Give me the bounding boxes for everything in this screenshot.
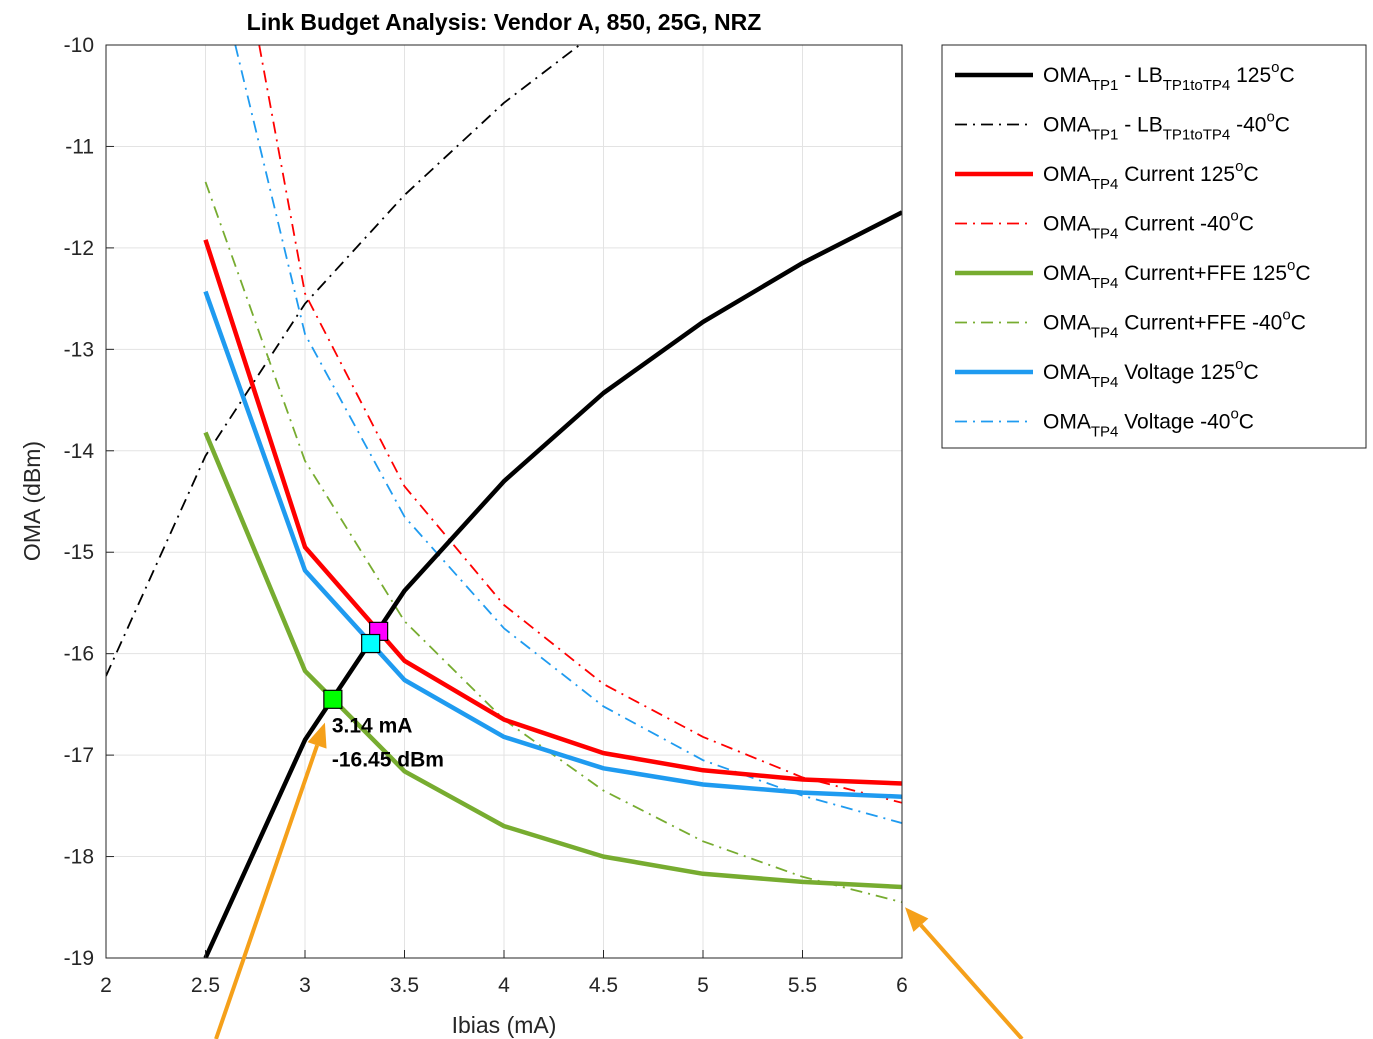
y-tick-label: -18 [64,846,94,869]
annotation-arrow-left-shaft [214,744,319,1039]
series-line-volt125 [203,290,902,799]
legend-item-curm40: OMATP4 Current -40oC [955,208,1254,243]
y-tick-label: -19 [64,947,94,970]
series-line-cur125 [203,239,902,786]
y-tick-label: -13 [64,338,94,361]
y-tick-label: -14 [64,440,95,463]
annotation-arrow-right-head [905,907,929,932]
legend-label: OMATP4 Voltage -40oC [1043,406,1254,441]
legend-item-ffem40: OMATP4 Current+FFE -40oC [955,307,1306,342]
legend-item-lb125: OMATP1 - LBTP1toTP4 125oC [955,59,1295,94]
x-tick-label: 3.5 [390,974,419,997]
annotation-arrow-left-head [307,722,327,749]
annotation-arrow-right [905,907,1024,1039]
legend-label: OMATP4 Current 125oC [1043,158,1259,193]
y-tick-label: -10 [64,34,94,57]
legend-box [941,44,1367,449]
legend-label: OMATP4 Current+FFE 125oC [1043,257,1311,292]
voltage-125-crossing-marker [361,633,381,654]
annotation-oma-value: -16.45 dBm [332,748,444,771]
series-line-curm40 [258,45,902,804]
y-axis-label: OMA (dBm) [19,441,45,561]
x-tick-label: 3 [299,974,311,997]
series-line-ffem40 [204,181,902,904]
y-tick-label: -12 [64,237,94,260]
annotation-arrow-left [214,722,327,1039]
legend-label: OMATP4 Current -40oC [1043,208,1254,243]
legend-label: OMATP1 - LBTP1toTP4 125oC [1043,59,1295,94]
x-tick-label: 5 [697,974,709,997]
x-tick-label: 4.5 [589,974,618,997]
legend-item-ffe125: OMATP4 Current+FFE 125oC [955,257,1311,292]
legend-item-cur125: OMATP4 Current 125oC [955,158,1259,193]
series-line-ffe125 [203,431,902,890]
legend-label: OMATP1 - LBTP1toTP4 -40oC [1043,109,1290,144]
series-layer [106,45,902,958]
x-tick-label: 5.5 [788,974,817,997]
annotation-current-value: 3.14 mA [332,714,413,737]
y-tick-label: -17 [64,744,94,767]
legend-item-lbm40: OMATP1 - LBTP1toTP4 -40oC [955,109,1290,144]
y-tick-label: -11 [65,135,94,158]
y-tick-label: -16 [64,643,94,666]
legend-item-voltm40: OMATP4 Voltage -40oC [955,406,1254,441]
legend-label: OMATP4 Voltage 125oC [1043,356,1259,391]
x-tick-label: 4 [498,974,510,997]
legend: OMATP1 - LBTP1toTP4 125oC OMATP1 - LBTP1t… [941,44,1367,449]
axis-ticks: 2 2.5 3 3.5 4 4.5 5 5.5 6 -10 -11 -12 -13 -14 -15 -16 -1… [64,34,908,997]
series-line-lb125 [203,210,902,958]
markers-layer [323,621,389,709]
series-line-lbm40 [106,45,581,677]
x-tick-label: 6 [896,974,908,997]
x-axis-label: Ibias (mA) [452,1012,557,1038]
grid-lines [106,45,902,958]
annotation-arrow-right-shaft [919,923,1024,1039]
chart-title: Link Budget Analysis: Vendor A, 850, 25G… [247,9,762,35]
ffe-125-crossing-marker [323,689,343,709]
annotation-layer: 3.14 mA -16.45 dBm [332,714,444,771]
arrows-layer [214,722,1024,1039]
x-tick-label: 2.5 [191,974,220,997]
x-tick-label: 2 [100,974,112,997]
legend-label: OMATP4 Current+FFE -40oC [1043,307,1306,342]
legend-item-volt125: OMATP4 Voltage 125oC [955,356,1259,391]
y-tick-label: -15 [64,541,94,564]
